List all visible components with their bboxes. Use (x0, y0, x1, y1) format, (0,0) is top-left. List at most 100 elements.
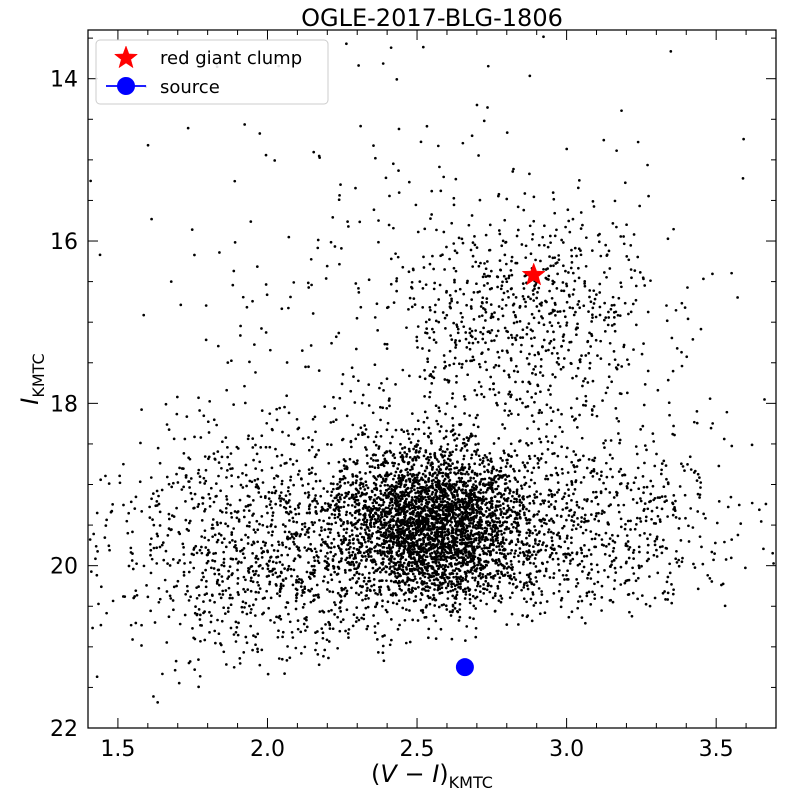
background-star-point (333, 503, 337, 507)
background-star-point (354, 487, 358, 491)
background-star-point (393, 461, 396, 465)
background-star-point (648, 575, 651, 578)
background-star-point (480, 502, 484, 505)
background-star-point (249, 624, 253, 628)
background-star-point (433, 569, 437, 573)
background-star-point (309, 571, 312, 575)
background-star-point (570, 541, 573, 545)
background-star-point (286, 645, 289, 648)
background-star-point (373, 521, 376, 525)
background-star-point (436, 422, 440, 426)
background-star-point (261, 567, 264, 570)
background-star-point (402, 460, 406, 464)
background-star-point (327, 656, 330, 660)
background-star-point (439, 425, 443, 428)
background-star-point (435, 549, 439, 553)
background-star-point (295, 596, 298, 600)
background-star-point (482, 587, 485, 591)
background-star-point (140, 644, 143, 647)
background-star-point (434, 404, 438, 408)
background-star-point (569, 559, 572, 563)
background-star-point (427, 497, 431, 501)
background-star-point (367, 535, 371, 539)
background-star-point (407, 494, 411, 498)
background-star-point (171, 481, 175, 485)
background-star-point (338, 580, 342, 584)
background-star-point (241, 486, 245, 489)
background-star-point (338, 601, 342, 604)
background-star-point (518, 498, 522, 502)
background-star-point (514, 549, 517, 553)
background-star-point (484, 497, 488, 501)
background-star-point (517, 560, 521, 563)
background-star-point (221, 580, 224, 583)
background-star-point (671, 513, 675, 517)
background-star-point (504, 482, 508, 485)
background-star-point (333, 570, 337, 574)
background-star-point (376, 549, 379, 553)
background-star-point (302, 590, 306, 594)
background-star-point (386, 527, 390, 530)
background-star-point (313, 571, 316, 575)
background-star-point (190, 497, 194, 501)
background-star-point (451, 450, 455, 454)
background-star-point (364, 597, 367, 601)
background-star-point (468, 597, 472, 601)
background-star-point (310, 520, 314, 524)
background-star-point (392, 464, 395, 468)
background-star-point (232, 665, 236, 669)
background-star-point (408, 531, 411, 534)
background-star-point (413, 499, 417, 503)
background-star-point (302, 622, 306, 626)
background-star-point (502, 492, 506, 496)
background-star-point (493, 594, 497, 598)
background-star-point (453, 601, 457, 605)
background-star-point (295, 532, 299, 536)
background-star-point (184, 474, 188, 477)
background-star-point (193, 435, 196, 439)
background-star-point (521, 562, 525, 566)
background-star-point (471, 534, 475, 538)
background-star-point (688, 455, 692, 459)
background-star-point (444, 586, 448, 590)
background-star-point (370, 517, 374, 521)
background-star-point (410, 561, 414, 564)
background-star-point (496, 541, 500, 545)
background-star-point (471, 522, 475, 525)
background-star-point (408, 567, 412, 571)
background-star-point (408, 455, 412, 459)
background-star-point (379, 484, 382, 488)
background-star-point (471, 572, 474, 575)
background-star-point (360, 522, 363, 526)
background-star-point (433, 550, 436, 553)
background-star-point (198, 409, 201, 412)
background-star-point (363, 520, 366, 524)
background-star-point (153, 621, 157, 624)
background-star-point (459, 575, 463, 578)
background-star-point (357, 572, 361, 576)
background-star-point (429, 439, 433, 443)
background-star-point (502, 531, 506, 535)
background-star-point (414, 491, 417, 495)
background-star-point (236, 577, 240, 580)
background-star-point (386, 494, 390, 497)
background-star-point (212, 418, 216, 422)
background-star-point (275, 561, 278, 565)
background-star-point (450, 491, 453, 495)
background-star-point (410, 557, 413, 560)
background-star-point (475, 595, 479, 599)
background-star-point (130, 559, 134, 562)
background-star-point (510, 563, 513, 566)
background-star-point (342, 539, 346, 542)
background-star-point (194, 544, 198, 548)
background-star-point (567, 494, 571, 497)
background-star-point (403, 483, 407, 487)
background-star-point (441, 471, 445, 475)
background-star-point (411, 527, 415, 531)
background-star-point (480, 531, 483, 535)
background-star-point (498, 548, 501, 552)
background-star-point (387, 473, 391, 477)
background-star-point (453, 537, 457, 541)
background-star-point (700, 545, 703, 549)
background-star-point (355, 560, 358, 564)
